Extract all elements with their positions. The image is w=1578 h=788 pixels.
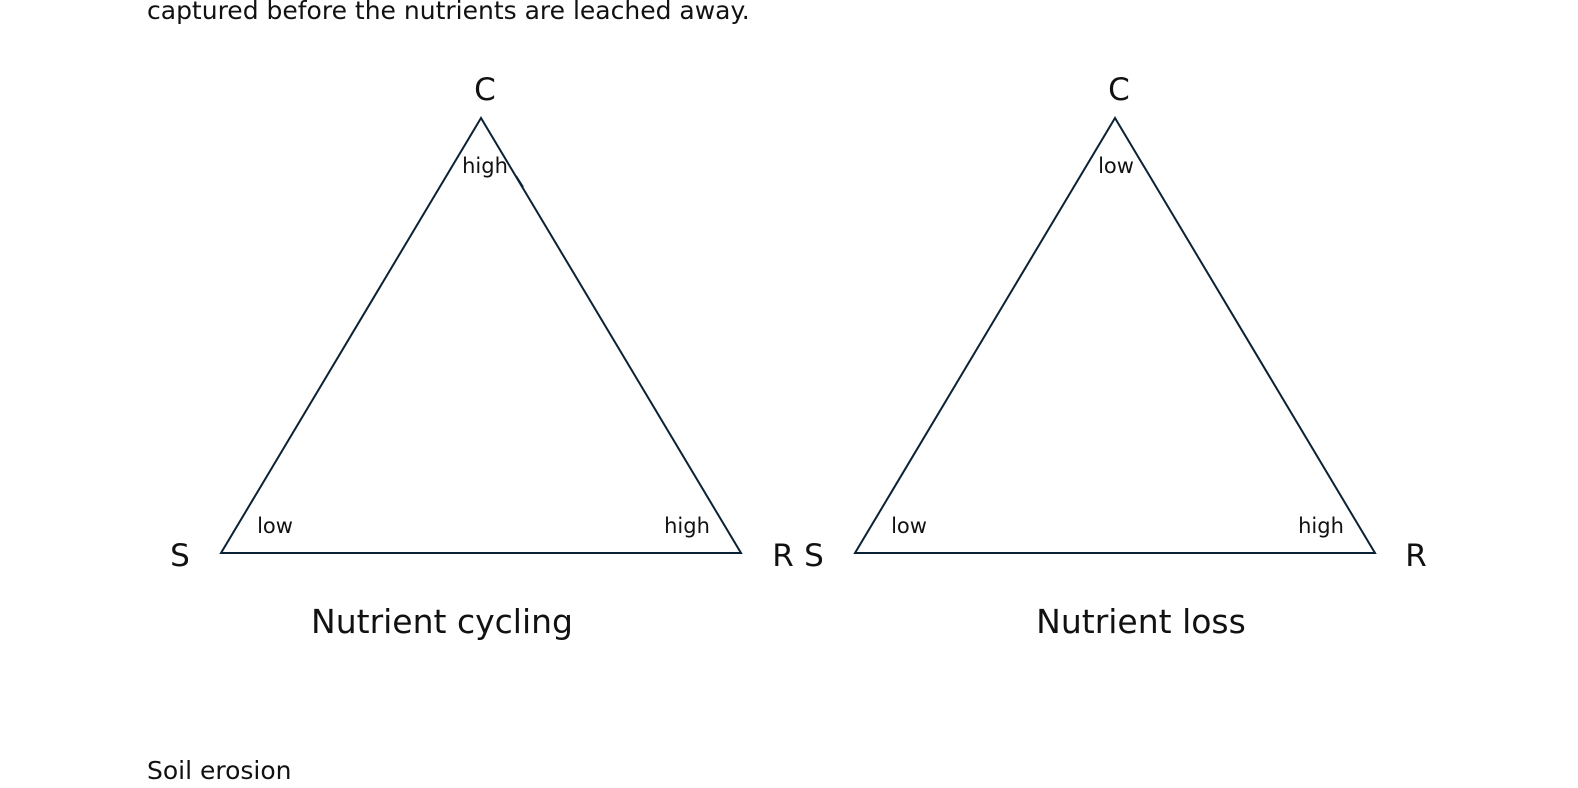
vertex-label-r: R	[1405, 538, 1427, 574]
level-label-left: low	[257, 514, 293, 538]
vertex-label-c: C	[1108, 72, 1130, 108]
diagram-caption: Nutrient cycling	[311, 602, 573, 641]
diagram-nutrient-cycling: C S R high low high Nutrient cycling	[170, 72, 794, 641]
vertex-label-s: S	[170, 538, 190, 574]
triangle-tick	[515, 175, 524, 188]
triangle-outline	[853, 116, 1377, 554]
section-heading: Soil erosion	[147, 756, 292, 785]
vertex-label-c: C	[474, 72, 496, 108]
triangle-outline	[219, 116, 743, 554]
level-label-right: high	[1298, 514, 1344, 538]
vertex-label-r: R	[772, 538, 794, 574]
vertex-label-s: S	[804, 538, 824, 574]
level-label-right: high	[664, 514, 710, 538]
level-label-top: high	[462, 154, 508, 178]
level-label-left: low	[891, 514, 927, 538]
level-label-top: low	[1098, 154, 1134, 178]
diagram-nutrient-loss: C S R low low high Nutrient loss	[804, 72, 1427, 641]
diagram-caption: Nutrient loss	[1036, 602, 1246, 641]
paragraph-text: captured before the nutrients are leache…	[147, 0, 750, 25]
